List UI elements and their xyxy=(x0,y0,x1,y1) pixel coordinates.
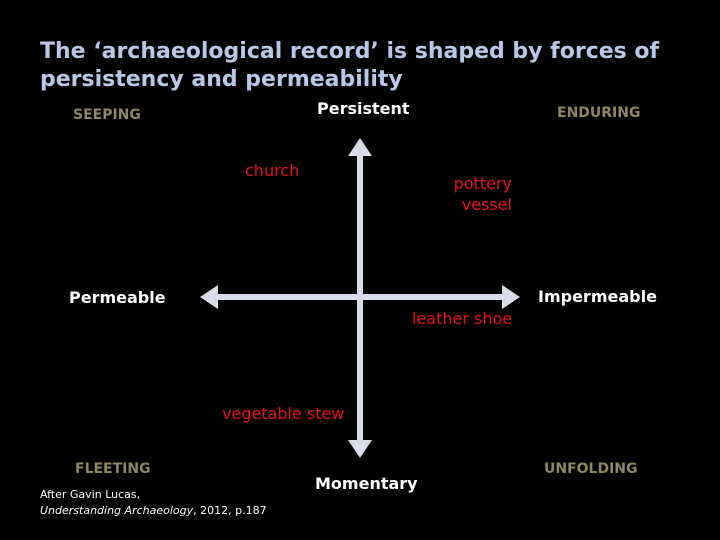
citation-rest: , 2012, p.187 xyxy=(193,504,267,517)
horizontal-axis xyxy=(214,294,506,300)
axis-label-permeable: Permeable xyxy=(69,288,166,307)
citation-book-title: Understanding Archaeology xyxy=(40,504,194,517)
left-arrowhead xyxy=(200,285,218,309)
quadrant-label-enduring: ENDURING xyxy=(557,105,641,121)
up-arrowhead xyxy=(348,138,372,156)
right-arrowhead xyxy=(502,285,520,309)
citation-line2: Understanding Archaeology, 2012, p.187 xyxy=(40,503,267,519)
axis-label-impermeable: Impermeable xyxy=(538,287,657,306)
item-pottery-line2: vessel xyxy=(461,195,512,214)
quadrant-label-fleeting: FLEETING xyxy=(75,461,151,477)
down-arrowhead xyxy=(348,440,372,458)
item-vegetable-stew: vegetable stew xyxy=(222,404,345,423)
quadrant-label-unfolding: UNFOLDING xyxy=(544,461,638,477)
axis-label-momentary: Momentary xyxy=(315,474,418,493)
quadrant-label-seeping: SEEPING xyxy=(73,107,141,123)
item-pottery-vessel: pottery vessel xyxy=(440,173,512,215)
slide-title: The ‘archaeological record’ is shaped by… xyxy=(40,39,660,92)
citation-line1: After Gavin Lucas, xyxy=(40,488,141,501)
item-church: church xyxy=(245,161,300,180)
citation: After Gavin Lucas, Understanding Archaeo… xyxy=(40,487,267,519)
item-pottery-line1: pottery xyxy=(453,174,512,193)
item-leather-shoe: leather shoe xyxy=(412,309,513,328)
axis-label-persistent: Persistent xyxy=(317,99,410,118)
